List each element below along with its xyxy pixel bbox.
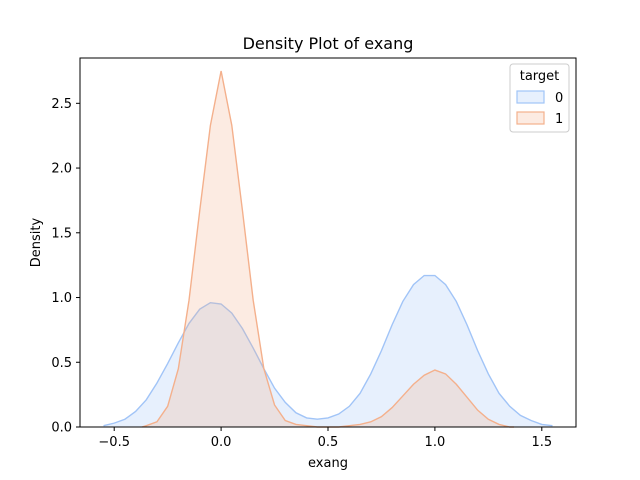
legend: target 01 xyxy=(509,63,570,133)
plot-area xyxy=(103,70,553,428)
x-tick-label: 1.5 xyxy=(531,435,552,450)
legend-swatch-0 xyxy=(516,90,545,104)
y-tick-label: 2.0 xyxy=(51,162,72,177)
series-0-line xyxy=(103,274,553,427)
legend-items: 01 xyxy=(516,90,563,127)
series-1-fill xyxy=(142,70,514,427)
y-axis-label: Density xyxy=(29,217,44,267)
series-0-fill xyxy=(103,275,553,427)
chart-title: Density Plot of exang xyxy=(243,34,414,53)
legend-label-1: 1 xyxy=(555,112,563,127)
x-tick-label: 0.5 xyxy=(318,435,339,450)
y-tick-label: 1.5 xyxy=(51,226,72,241)
y-tick-label: 2.5 xyxy=(51,97,72,112)
x-tick-label: −0.5 xyxy=(98,435,130,450)
y-tick-label: 0.0 xyxy=(51,421,72,436)
x-tick-label: 0.0 xyxy=(211,435,232,450)
y-tick-label: 0.5 xyxy=(51,356,72,371)
x-axis-label: exang xyxy=(308,456,348,471)
legend-label-0: 0 xyxy=(555,91,563,106)
legend-title: target xyxy=(520,69,560,84)
axis-ticks: −0.5 0.0 0.5 1.0 1.5 0.0 0.5 1.0 1.5 2.0 2.5 xyxy=(51,97,552,450)
axes-frame xyxy=(79,57,577,428)
legend-swatch-1 xyxy=(516,111,545,125)
y-tick-label: 1.0 xyxy=(51,291,72,306)
legend-box xyxy=(509,63,570,133)
x-tick-label: 1.0 xyxy=(425,435,446,450)
